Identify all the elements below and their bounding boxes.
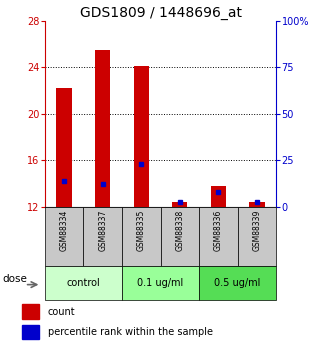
Text: GSM88334: GSM88334 bbox=[60, 210, 69, 251]
Title: GDS1809 / 1448696_at: GDS1809 / 1448696_at bbox=[80, 6, 241, 20]
Text: count: count bbox=[48, 307, 75, 317]
Text: dose: dose bbox=[2, 275, 27, 284]
Text: GSM88338: GSM88338 bbox=[175, 210, 184, 251]
Bar bbox=[211, 186, 226, 207]
Bar bbox=[56, 88, 72, 207]
Bar bbox=[95, 50, 110, 207]
Text: GSM88336: GSM88336 bbox=[214, 210, 223, 251]
Bar bbox=[199, 207, 238, 266]
Bar bbox=[122, 266, 199, 300]
Bar bbox=[22, 304, 39, 319]
Bar bbox=[122, 207, 160, 266]
Bar bbox=[172, 202, 187, 207]
Text: GSM88335: GSM88335 bbox=[137, 210, 146, 251]
Bar bbox=[238, 207, 276, 266]
Bar bbox=[22, 325, 39, 339]
Bar bbox=[160, 207, 199, 266]
Text: 0.1 ug/ml: 0.1 ug/ml bbox=[137, 278, 184, 288]
Text: control: control bbox=[66, 278, 100, 288]
Bar bbox=[83, 207, 122, 266]
Bar bbox=[45, 207, 83, 266]
Bar bbox=[134, 66, 149, 207]
Bar bbox=[45, 266, 122, 300]
Bar bbox=[249, 202, 265, 207]
Text: GSM88339: GSM88339 bbox=[252, 210, 261, 251]
Text: percentile rank within the sample: percentile rank within the sample bbox=[48, 327, 213, 337]
Text: 0.5 ug/ml: 0.5 ug/ml bbox=[214, 278, 261, 288]
Bar bbox=[199, 266, 276, 300]
Text: GSM88337: GSM88337 bbox=[98, 210, 107, 251]
